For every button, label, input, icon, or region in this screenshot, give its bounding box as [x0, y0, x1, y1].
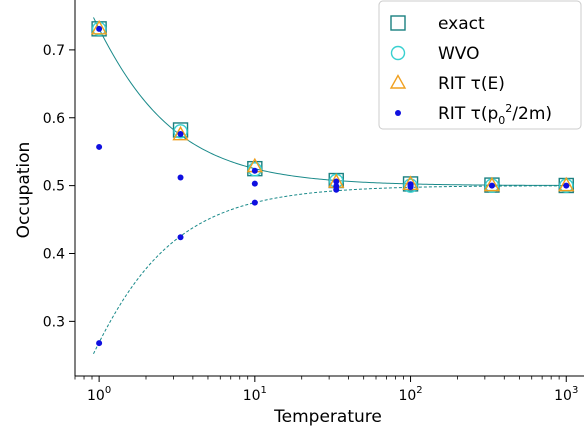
point-triangle-5: [483, 176, 501, 192]
legend-label-0: exact: [438, 14, 485, 34]
y-tick-label-4: 0.7: [43, 43, 65, 59]
x-tick-label-3: 103: [554, 385, 578, 404]
point-dot-2: [96, 340, 103, 347]
y-tick-label-3: 0.6: [43, 111, 65, 127]
x-tick-label-2: 102: [398, 385, 422, 404]
point-dot-8: [251, 199, 258, 206]
x-tick-label-0: 100: [87, 385, 111, 404]
point-dot-16: [563, 182, 570, 189]
legend: exact WVO RIT τ(E) RIT τ(p02/2m): [378, 0, 582, 130]
y-axis-title: Occupation: [14, 142, 34, 239]
point-triangle-6: [558, 176, 575, 192]
point-triangle-0: [90, 19, 108, 35]
points-layer: [90, 19, 575, 347]
point-dot-15: [488, 182, 495, 189]
x-axis-title: Temperature: [273, 407, 382, 427]
legend-label-1: WVO: [438, 44, 480, 64]
point-dot-5: [177, 234, 184, 241]
point-dot-1: [96, 143, 103, 150]
point-dot-6: [251, 167, 258, 174]
ticks-layer: 100 101 102 103 0.3 0.4 0.5 0.6 0.7: [43, 43, 579, 404]
legend-box: [378, 0, 582, 130]
point-dot-4: [177, 174, 184, 181]
point-dot-9: [333, 178, 340, 185]
point-circle-4: [403, 178, 418, 193]
x-tick-label-1: 101: [243, 385, 267, 404]
legend-marker-circle: [390, 45, 406, 61]
legend-marker-triangle: [389, 74, 407, 89]
point-triangle-1: [172, 125, 189, 141]
y-tick-label-0: 0.3: [43, 314, 65, 330]
point-dot-7: [251, 180, 258, 187]
legend-label-3: RIT τ(p02/2m): [438, 102, 552, 127]
legend-marker-dot: [395, 110, 401, 116]
y-tick-label-1: 0.4: [43, 246, 65, 262]
point-dot-3: [177, 131, 184, 138]
point-dot-0: [96, 25, 103, 32]
point-dot-11: [333, 186, 340, 193]
legend-marker-square: [390, 15, 406, 31]
point-dot-14: [407, 183, 414, 190]
legend-label-2: RIT τ(E): [438, 74, 505, 94]
lower-curve: [93, 185, 570, 355]
point-circle-1: [173, 124, 188, 139]
y-tick-label-2: 0.5: [43, 179, 65, 195]
